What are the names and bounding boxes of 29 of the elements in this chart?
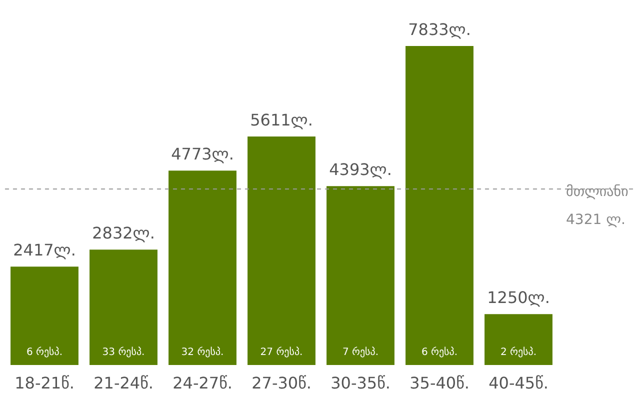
annotation: 6 რესპ. [421,346,458,358]
annotation: 6 რესპ. [26,346,63,358]
bar [248,136,316,365]
bar [90,250,158,365]
x-tick-label: 40-45წ. [488,374,548,392]
data-label: 7833ლ. [408,20,471,39]
x-tick-label: 18-21წ. [14,374,74,392]
annotation: 27 რესპ. [260,346,303,358]
annotation: 33 რესპ. [102,346,145,358]
annotation: 7 რესპ. [342,346,379,358]
data-label: 5611ლ. [250,110,313,130]
annotation: 2 რესპ. [500,346,537,358]
data-label: 2417ლ. [13,240,76,260]
x-tick-label: 21-24წ. [94,374,154,392]
x-tick-label: 27-30წ. [252,374,312,392]
bar [326,186,394,365]
x-tick-label: 24-27წ. [172,374,232,392]
data-label: 4393ლ. [329,160,392,180]
data-label: 1250ლ. [487,288,550,308]
x-tick-label: 30-35წ. [330,374,390,392]
bar [406,46,474,365]
data-label: 2832ლ. [92,224,155,243]
ref-line-label: მთლიანი 4321 ლ. [566,184,628,228]
bar [484,314,552,365]
data-label: 4773ლ. [171,144,234,164]
annotation: 32 რესპ. [181,346,224,358]
bar [168,170,236,365]
x-tick-label: 35-40წ. [410,374,470,392]
bar [10,266,78,365]
